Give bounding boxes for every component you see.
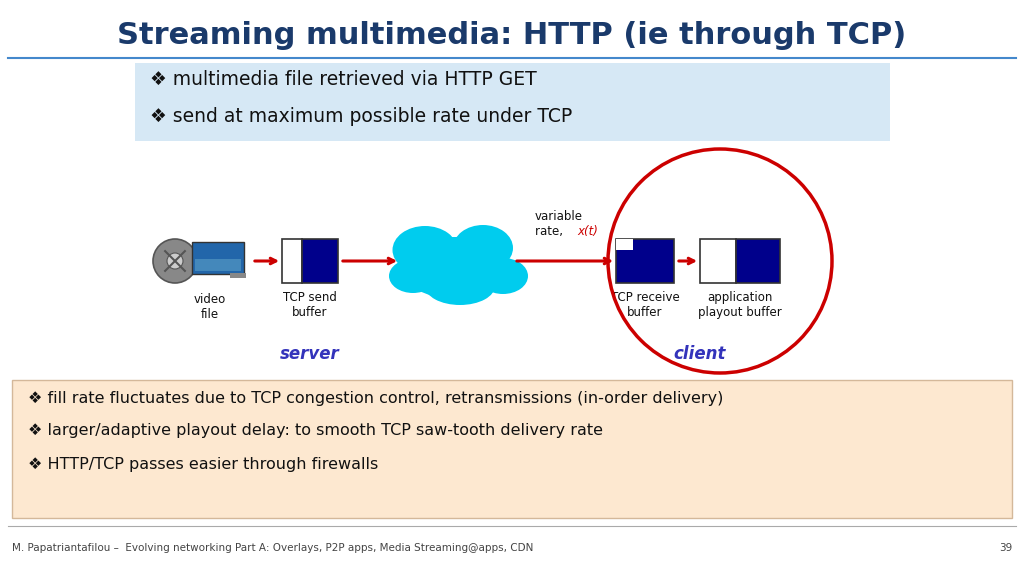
Bar [616, 239, 634, 250]
Text: client: client [674, 345, 726, 363]
Text: TCP receive
buffer: TCP receive buffer [610, 291, 679, 319]
Ellipse shape [478, 258, 528, 294]
Bar [195, 259, 241, 271]
Text: 39: 39 [998, 543, 1012, 553]
Text: ❖ fill rate fluctuates due to TCP congestion control, retransmissions (in-order : ❖ fill rate fluctuates due to TCP conges… [28, 391, 723, 406]
Text: Streaming multimedia: HTTP (ie through TCP): Streaming multimedia: HTTP (ie through T… [118, 21, 906, 51]
Text: TCP send
buffer: TCP send buffer [283, 291, 337, 319]
Text: video
file: video file [194, 293, 226, 321]
Bar [230, 273, 246, 278]
Text: M. Papatriantafilou –  Evolving networking Part A: Overlays, P2P apps, Media Str: M. Papatriantafilou – Evolving networkin… [12, 543, 534, 553]
FancyBboxPatch shape [12, 380, 1012, 518]
Text: variable
rate,: variable rate, [535, 210, 583, 238]
Bar [282, 239, 302, 283]
Ellipse shape [453, 225, 513, 271]
Text: application
playout buffer: application playout buffer [698, 291, 782, 319]
Text: x(t): x(t) [577, 225, 598, 238]
Circle shape [167, 253, 183, 269]
FancyBboxPatch shape [135, 63, 890, 141]
Text: ❖ HTTP/TCP passes easier through firewalls: ❖ HTTP/TCP passes easier through firewal… [28, 457, 378, 472]
Ellipse shape [389, 259, 437, 293]
Text: ❖ larger/adaptive playout delay: to smooth TCP saw-tooth delivery rate: ❖ larger/adaptive playout delay: to smoo… [28, 423, 603, 438]
Bar [616, 239, 674, 283]
Text: ❖ multimedia file retrieved via HTTP GET: ❖ multimedia file retrieved via HTTP GET [150, 70, 537, 89]
Bar [193, 242, 244, 274]
Ellipse shape [402, 237, 508, 299]
Text: server: server [281, 345, 340, 363]
Ellipse shape [425, 267, 495, 305]
Text: ❖ send at maximum possible rate under TCP: ❖ send at maximum possible rate under TC… [150, 107, 572, 126]
Bar [736, 239, 780, 283]
Bar [302, 239, 338, 283]
Circle shape [153, 239, 197, 283]
Bar [700, 239, 736, 283]
Ellipse shape [392, 226, 458, 274]
